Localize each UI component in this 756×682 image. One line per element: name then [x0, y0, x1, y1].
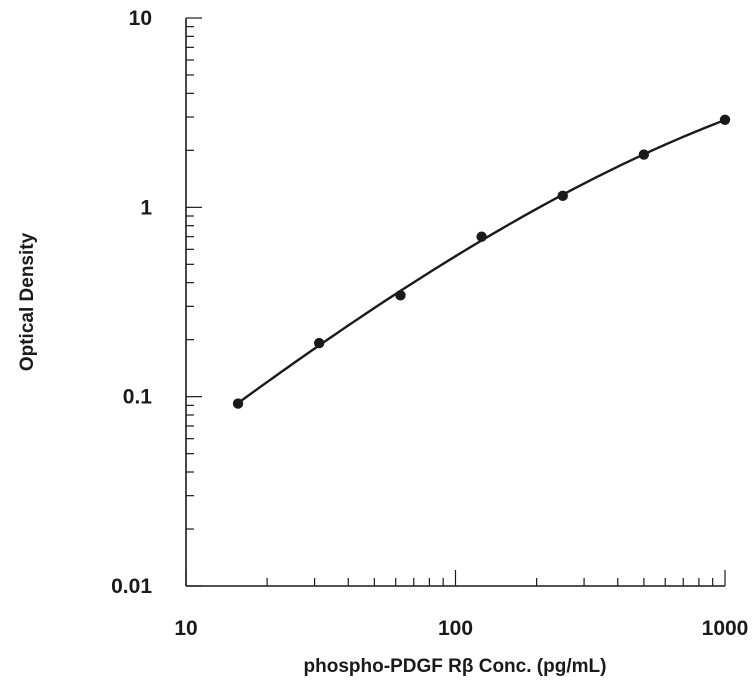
y-tick-label: 0.01 [111, 575, 152, 598]
data-points [232, 114, 731, 409]
x-tick-label: 10 [174, 617, 197, 640]
data-point [313, 337, 325, 349]
x-axis-title: phospho-PDGF Rβ Conc. (pg/mL) [304, 656, 607, 677]
x-tick-label: 100 [438, 617, 473, 640]
data-point [476, 231, 487, 242]
ticks-layer [185, 17, 726, 587]
data-point [557, 190, 568, 202]
data-point [638, 149, 650, 160]
tick-labels-layer: 0.01 0.1 1 10 10 100 1000 [111, 7, 748, 640]
fit-curve [237, 118, 726, 405]
y-tick-label: 1 [140, 196, 152, 219]
data-point [719, 114, 731, 125]
y-tick-label: 0.1 [123, 386, 153, 409]
y-tick-label: 10 [129, 7, 152, 30]
data-point [232, 398, 244, 409]
y-axis-title: Optical Density [17, 232, 38, 371]
data-point [395, 290, 406, 301]
x-tick-label: 1000 [702, 617, 749, 640]
